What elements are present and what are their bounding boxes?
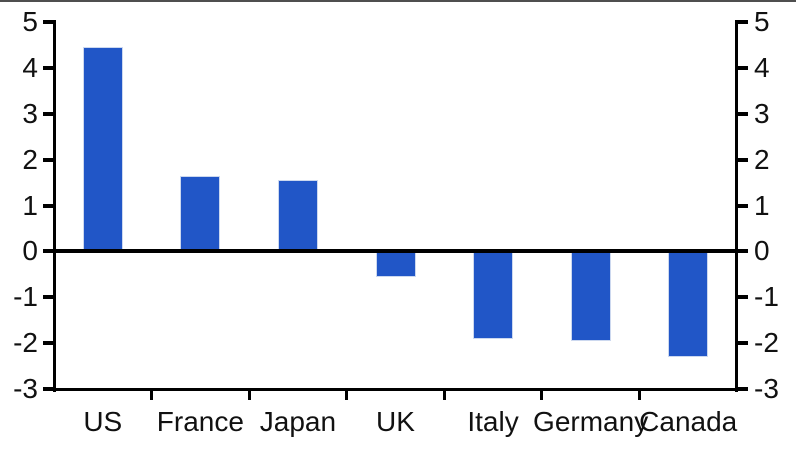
x-axis-boundary-tick	[637, 390, 641, 400]
right-axis-tick	[738, 111, 748, 116]
bar-japan	[277, 180, 318, 252]
bar-uk	[375, 251, 416, 277]
bar-italy	[473, 251, 514, 339]
left-axis-tick	[43, 387, 53, 391]
right-axis-tick	[738, 341, 748, 346]
y-axis-label-left: -1	[13, 281, 38, 313]
bar-germany	[570, 251, 611, 341]
left-axis-tick	[43, 295, 53, 300]
left-axis-tick	[43, 203, 53, 208]
bar-canada	[668, 251, 709, 357]
x-axis-label-us: US	[83, 406, 123, 437]
right-axis-tick	[738, 157, 748, 162]
x-axis-boundary-tick	[345, 390, 349, 400]
right-axis-tick	[738, 387, 748, 391]
left-axis-tick	[43, 341, 53, 346]
bar-france	[180, 175, 221, 252]
x-axis-boundary-tick	[247, 390, 251, 400]
y-axis-label-right: -1	[754, 281, 779, 313]
y-axis-label-left: 1	[22, 189, 38, 221]
zero-baseline	[53, 249, 738, 254]
left-y-axis	[53, 20, 56, 392]
left-axis-tick	[43, 65, 53, 70]
y-axis-label-right: 4	[754, 51, 770, 83]
x-axis-label-uk: UK	[376, 406, 415, 437]
y-axis-label-left: 4	[22, 51, 38, 83]
y-axis-label-right: 1	[754, 189, 770, 221]
x-axis-label-japan: Japan	[259, 406, 337, 437]
y-axis-label-right: 2	[754, 143, 770, 175]
y-axis-label-left: 3	[22, 97, 38, 129]
right-axis-tick	[738, 295, 748, 300]
x-axis-boundary-tick	[540, 390, 544, 400]
y-axis-label-right: 5	[754, 6, 770, 37]
right-axis-tick	[738, 203, 748, 208]
y-axis-label-right: 3	[754, 97, 770, 129]
left-axis-tick	[43, 157, 53, 162]
y-axis-label-left: -3	[13, 373, 38, 404]
left-axis-tick	[43, 111, 53, 116]
right-axis-tick	[738, 249, 748, 254]
x-axis-label-france: France	[156, 406, 244, 437]
right-axis-tick	[738, 65, 748, 70]
x-axis-boundary-tick	[150, 390, 154, 400]
y-axis-label-right: 0	[754, 235, 770, 267]
right-axis-tick	[738, 20, 748, 24]
left-axis-tick	[43, 249, 53, 254]
right-y-axis	[735, 20, 738, 392]
y-axis-label-left: 5	[22, 6, 38, 37]
x-axis-label-italy: Italy	[467, 406, 519, 437]
y-axis-label-left: 0	[22, 235, 38, 267]
x-axis-boundary-tick	[442, 390, 446, 400]
x-axis-label-canada: Canada	[639, 406, 738, 437]
bar-us	[82, 47, 123, 252]
top-border-line	[0, 0, 796, 2]
x-axis-label-germany: Germany	[533, 406, 649, 437]
y-axis-label-right: -3	[754, 373, 779, 404]
x-axis	[52, 388, 740, 391]
y-axis-label-right: -2	[754, 327, 779, 359]
y-axis-label-left: 2	[22, 143, 38, 175]
left-axis-tick	[43, 20, 53, 24]
y-axis-label-left: -2	[13, 327, 38, 359]
